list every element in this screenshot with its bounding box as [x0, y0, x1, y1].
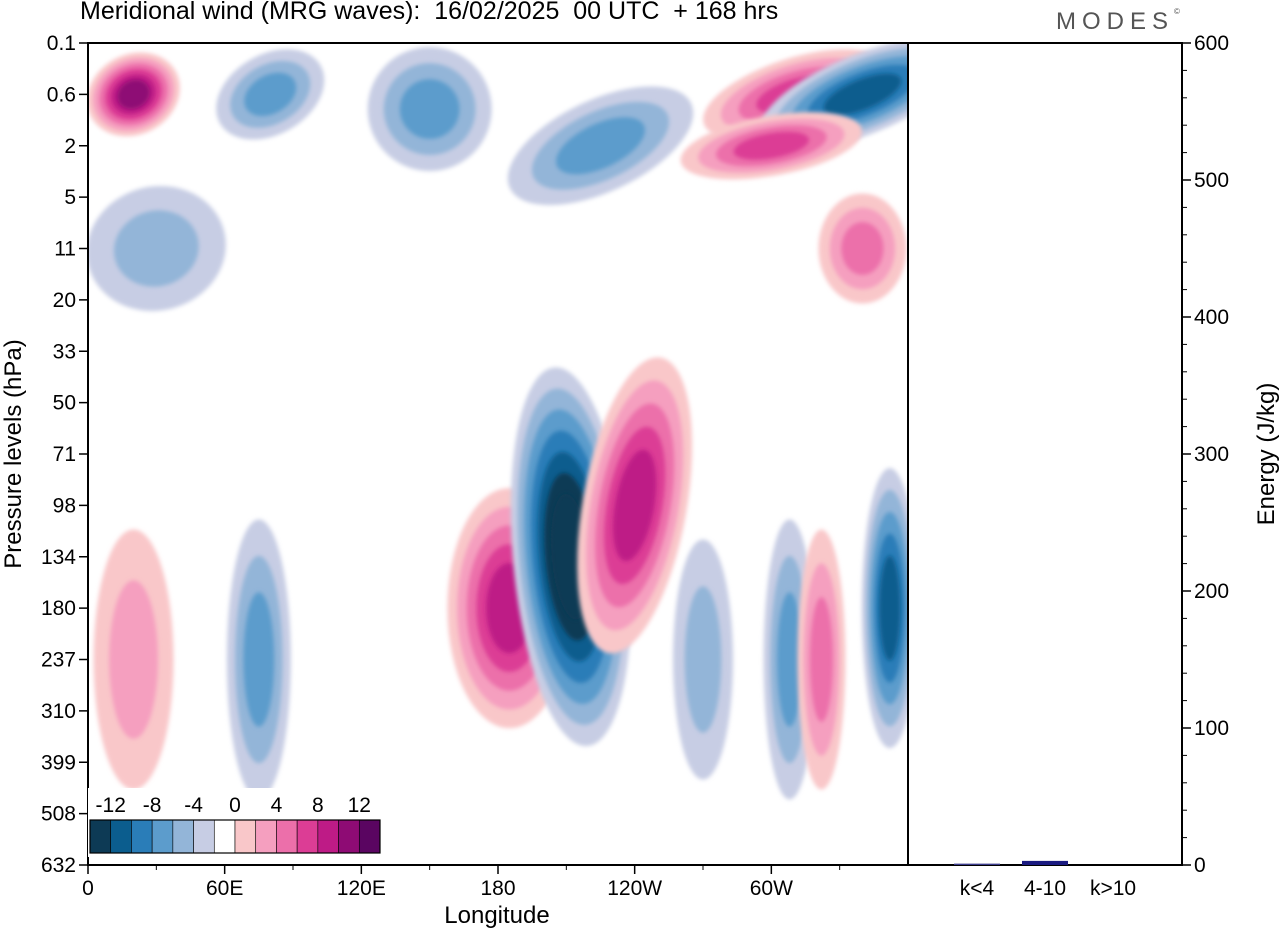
- y-tick-label: 0.6: [47, 83, 76, 106]
- colorbar-swatch: [193, 819, 215, 854]
- colorbar-swatch: [110, 819, 132, 854]
- colorbar: -12 -8 -4 0 4 8 12: [88, 788, 382, 857]
- chart-title: Meridional wind (MRG waves): 16/02/2025 …: [80, 0, 779, 25]
- x-tick-label: 60W: [750, 877, 793, 900]
- colorbar-swatch: [296, 819, 319, 854]
- energy-bar: [954, 863, 1000, 865]
- y-tick-label: 50: [53, 392, 76, 415]
- energy-tick-label: 0: [1194, 854, 1206, 877]
- contour-field: [88, 43, 908, 800]
- contour-level: [243, 592, 275, 727]
- energy-tick-label: 200: [1194, 580, 1229, 603]
- colorbar-label: 4: [271, 794, 283, 817]
- energy-tick-label: 400: [1194, 306, 1229, 329]
- contour-feature: [216, 49, 325, 140]
- contour-feature: [507, 86, 694, 206]
- colorbar-swatch: [317, 819, 339, 854]
- y-tick-label: 508: [41, 803, 76, 826]
- y-tick-label: 33: [53, 340, 76, 363]
- x-axis: 0 60E 120E 180 120W 60W: [82, 865, 841, 900]
- contour-level: [823, 73, 902, 116]
- contour-level: [556, 117, 645, 175]
- y-tick-label: 237: [41, 649, 76, 672]
- contour-feature: [797, 529, 846, 790]
- energy-tick-label: 600: [1194, 32, 1229, 55]
- y-tick-label: 2: [64, 135, 76, 158]
- y-tick-label: 20: [53, 289, 76, 312]
- y-axis-left: 0.1 0.6 2 5 11 20 33 50 71 98 134 180 237 310 399 508 63…: [41, 32, 88, 877]
- energy-tick-label: 300: [1194, 443, 1229, 466]
- contour-feature: [673, 539, 733, 780]
- y-tick-label: 11: [54, 238, 76, 261]
- colorbar-label: -8: [143, 794, 162, 817]
- contour-level: [613, 449, 657, 562]
- y-tick-label: 632: [41, 854, 76, 877]
- y-tick-label: 180: [41, 597, 76, 620]
- contour-feature: [818, 193, 907, 304]
- y-axis-right: 0 100 200 300 400 500 600: [1182, 32, 1229, 877]
- energy-category-label: 4-10: [1024, 877, 1066, 900]
- colorbar-label: 8: [312, 794, 324, 817]
- y-axis-title: Pressure levels (hPa): [0, 339, 27, 568]
- contour-feature: [93, 529, 174, 790]
- contour-level: [809, 597, 833, 722]
- contour-level: [733, 131, 810, 160]
- contour-level: [244, 72, 297, 117]
- x-tick-label: 120E: [337, 877, 386, 900]
- colorbar-swatch: [255, 819, 277, 854]
- energy-panel-frame: [907, 42, 1183, 866]
- colorbar-swatch: [131, 819, 153, 854]
- colorbar-swatch: [213, 819, 236, 854]
- colorbar-swatch: [234, 819, 257, 854]
- contour-feature: [367, 47, 492, 172]
- colorbar-frame: [89, 819, 381, 854]
- y-tick-label: 310: [41, 700, 76, 723]
- contour-level: [117, 79, 150, 110]
- y-tick-label: 71: [53, 443, 76, 466]
- x-axis-title: Longitude: [444, 902, 549, 929]
- contour-feature: [226, 519, 291, 800]
- energy-tick-label: 100: [1194, 717, 1229, 740]
- x-tick-label: 60E: [206, 877, 243, 900]
- y-tick-label: 98: [53, 494, 76, 517]
- colorbar-swatch: [338, 819, 360, 854]
- colorbar-label: -12: [96, 794, 126, 817]
- contour-feature: [861, 468, 908, 749]
- x-tick-label: 0: [82, 877, 94, 900]
- contour-level: [399, 79, 460, 139]
- contour-level: [109, 580, 158, 739]
- y-tick-label: 134: [41, 546, 76, 569]
- y-tick-label: 5: [64, 186, 76, 209]
- colorbar-label: -4: [184, 794, 203, 817]
- colorbar-label: 0: [229, 794, 241, 817]
- energy-bars: [954, 860, 1068, 865]
- colorbar-label: 12: [348, 794, 371, 817]
- x-tick-label: 120W: [607, 877, 662, 900]
- colorbar-swatch: [358, 819, 381, 854]
- energy-x-axis: k<4 4-10 k>10: [960, 877, 1136, 900]
- contour-feature: [88, 185, 226, 312]
- contour-level: [777, 592, 803, 727]
- energy-axis-title: Energy (J/kg): [1253, 383, 1280, 526]
- energy-category-label: k<4: [960, 877, 995, 900]
- energy-bar: [1022, 860, 1068, 865]
- colorbar-swatch: [172, 819, 194, 854]
- contour-level: [841, 222, 884, 275]
- energy-tick-label: 500: [1194, 169, 1229, 192]
- energy-category-label: k>10: [1090, 877, 1136, 900]
- contour-feature: [88, 52, 180, 137]
- colorbar-swatch: [89, 819, 112, 854]
- x-tick-label: 180: [480, 877, 515, 900]
- colorbar-swatch: [276, 819, 298, 854]
- y-tick-label: 0.1: [47, 32, 76, 55]
- contour-level: [684, 586, 722, 733]
- contour-feature: [577, 357, 693, 654]
- y-tick-label: 399: [41, 751, 76, 774]
- modes-logo: MODES©: [1056, 7, 1180, 35]
- contour-level: [879, 555, 901, 661]
- contour-level: [113, 210, 199, 287]
- colorbar-swatch: [151, 819, 174, 854]
- contour-feature: [680, 112, 863, 180]
